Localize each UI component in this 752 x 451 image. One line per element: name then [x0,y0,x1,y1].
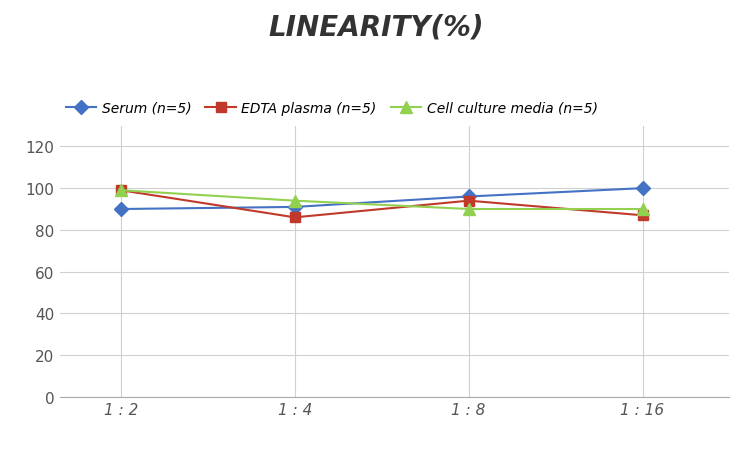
Line: EDTA plasma (n=5): EDTA plasma (n=5) [116,186,647,223]
Cell culture media (n=5) [638,207,647,212]
Serum (n=5) [117,207,126,212]
EDTA plasma (n=5) [638,213,647,218]
Line: Cell culture media (n=5): Cell culture media (n=5) [116,185,648,215]
Cell culture media (n=5) [464,207,473,212]
Cell culture media (n=5) [117,188,126,193]
EDTA plasma (n=5) [464,198,473,204]
Line: Serum (n=5): Serum (n=5) [116,184,647,214]
Serum (n=5) [638,186,647,191]
Text: LINEARITY(%): LINEARITY(%) [268,14,484,41]
Serum (n=5) [464,194,473,200]
Cell culture media (n=5) [290,198,299,204]
Serum (n=5) [290,205,299,210]
Legend: Serum (n=5), EDTA plasma (n=5), Cell culture media (n=5): Serum (n=5), EDTA plasma (n=5), Cell cul… [60,96,603,121]
EDTA plasma (n=5) [117,188,126,193]
EDTA plasma (n=5) [290,215,299,221]
